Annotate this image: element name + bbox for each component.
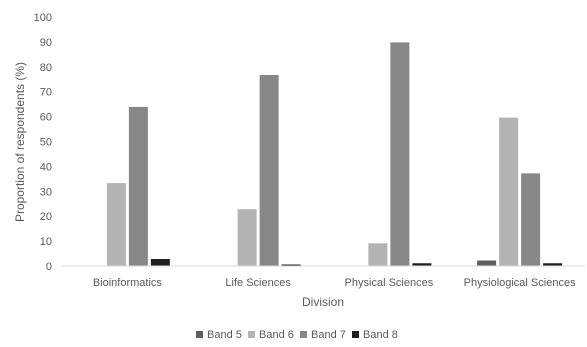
legend-swatch (300, 331, 307, 338)
legend-label: Band 8 (363, 329, 398, 341)
bar-band-8-physiological-sciences (543, 263, 563, 266)
bar-band-8-bioinformatics (150, 259, 170, 266)
bar-band-6-bioinformatics (106, 183, 126, 266)
bar-band-7-bioinformatics (128, 106, 148, 266)
bar-band-8-physical-sciences (412, 263, 432, 266)
legend: Band 5 Band 6 Band 7 Band 8 (196, 329, 398, 341)
x-axis-categories: Bioinformatics Life Sciences Physical Scie… (93, 277, 576, 289)
y-tick-label: 0 (46, 261, 52, 273)
x-category-label: Physiological Sciences (464, 277, 576, 289)
legend-label: Band 7 (311, 329, 346, 341)
y-tick-label: 70 (40, 87, 52, 99)
bar-band-7-physiological-sciences (521, 173, 541, 266)
bar-band-6-physiological-sciences (499, 117, 519, 266)
y-tick-label: 90 (40, 37, 52, 49)
y-tick-label: 10 (40, 236, 52, 248)
bar-band-8-life-sciences (281, 264, 301, 266)
bars (106, 42, 563, 267)
bar-band-7-life-sciences (259, 75, 279, 266)
x-category-label: Bioinformatics (93, 277, 163, 289)
legend-label: Band 6 (259, 329, 294, 341)
y-tick-label: 20 (40, 211, 52, 223)
x-category-label: Life Sciences (225, 277, 291, 289)
legend-swatch (196, 331, 203, 338)
y-tick-label: 40 (40, 161, 52, 173)
x-category-label: Physical Sciences (345, 277, 434, 289)
y-axis-title: Proportion of respondents (%) (13, 62, 27, 222)
legend-label: Band 5 (207, 329, 242, 341)
legend-swatch (352, 331, 359, 338)
bar-band-6-life-sciences (237, 209, 257, 266)
bar-band-6-physical-sciences (368, 243, 388, 266)
y-tick-label: 80 (40, 62, 52, 74)
y-tick-label: 30 (40, 186, 52, 198)
y-tick-label: 100 (34, 12, 52, 24)
y-tick-label: 60 (40, 112, 52, 124)
x-axis-title: Division (302, 295, 344, 309)
legend-swatch (248, 331, 255, 338)
bar-band-7-physical-sciences (390, 42, 410, 267)
bar-band-5-physiological-sciences (477, 260, 497, 266)
y-axis-ticks: 0 10 20 30 40 50 60 70 80 90 100 (34, 12, 52, 273)
y-tick-label: 50 (40, 137, 52, 149)
